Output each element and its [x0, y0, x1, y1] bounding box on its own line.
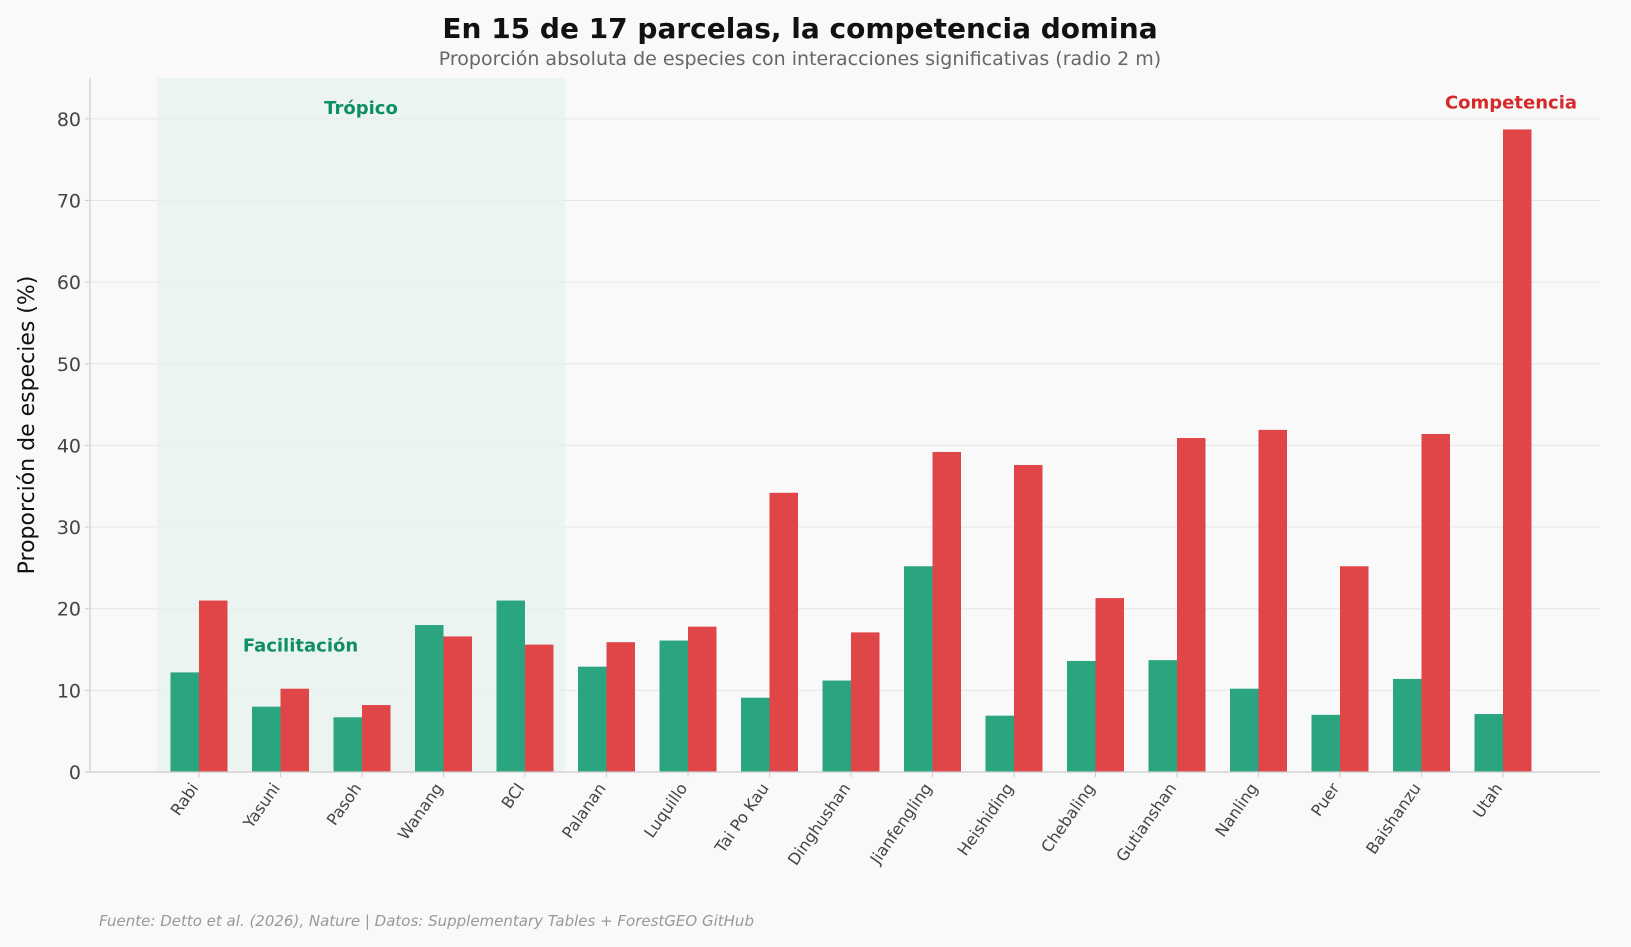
bar-competencia-puer [1340, 566, 1369, 772]
bar-competencia-yasuni [280, 688, 309, 772]
x-tick-label: Gutianshan [1112, 779, 1180, 865]
x-axis-ticks: Rabi Yasuni Pasoh Wanang BCI Palanan Luquillo T… [167, 772, 1506, 869]
bar-facilitacion-rabi [170, 672, 199, 772]
bar-facilitacion-baishanzu [1393, 678, 1422, 772]
bar-competencia-luquillo [688, 626, 717, 772]
source-footer: Fuente: Detto et al. (2026), Nature | Da… [99, 912, 754, 930]
bar-competencia-pasoh [362, 705, 391, 772]
x-tick-label: Chebaling [1037, 779, 1099, 856]
bar-competencia-tai-po-kau [769, 492, 798, 772]
bar-facilitacion-palanan [578, 666, 607, 772]
x-tick-label: Baishanzu [1362, 779, 1425, 857]
bar-facilitacion-luquillo [659, 640, 688, 772]
bar-facilitacion-tai-po-kau [741, 697, 770, 772]
bar-facilitacion-utah [1474, 714, 1503, 772]
bar-facilitacion-bci [496, 600, 525, 772]
region-label-tropico: Trópico [324, 98, 398, 119]
x-tick-label: Tai Po Kau [710, 779, 772, 857]
bar-facilitacion-chebaling [1067, 660, 1096, 772]
bar-competencia-utah [1503, 129, 1532, 773]
y-tick-label: 80 [57, 109, 81, 131]
x-tick-label: BCI [497, 779, 528, 812]
x-tick-label: Heishiding [953, 779, 1017, 859]
annotation-facilitación: Facilitación [243, 636, 358, 657]
bar-facilitacion-dinghushan [822, 680, 851, 772]
bar-facilitacion-nanling [1230, 688, 1259, 772]
annotation-competencia: Competencia [1445, 93, 1577, 114]
y-tick-label: 20 [57, 599, 81, 621]
bar-facilitacion-yasuni [252, 706, 281, 772]
chart-subtitle: Proporción absoluta de especies con inte… [439, 48, 1161, 70]
y-axis-ticks: 0 10 20 30 40 50 60 70 80 [57, 109, 90, 784]
bar-facilitacion-pasoh [333, 717, 362, 772]
bar-competencia-rabi [199, 600, 228, 772]
x-tick-label: Nanling [1211, 779, 1262, 840]
bar-competencia-palanan [606, 642, 635, 772]
bar-facilitacion-jianfengling [904, 566, 933, 772]
bar-facilitacion-heishiding [985, 715, 1014, 772]
x-tick-label: Wanang [394, 779, 447, 843]
bar-competencia-chebaling [1095, 598, 1124, 772]
x-tick-label: Luquillo [640, 779, 691, 841]
x-tick-label: Dinghushan [784, 779, 854, 868]
x-tick-label: Utah [1469, 779, 1506, 821]
x-tick-label: Jianfengling [866, 779, 936, 868]
bar-competencia-dinghushan [851, 632, 880, 772]
bar-competencia-bci [525, 644, 554, 772]
bar-competencia-jianfengling [932, 451, 961, 772]
chart-title: En 15 de 17 parcelas, la competencia dom… [442, 12, 1157, 45]
bar-competencia-heishiding [1014, 465, 1043, 772]
y-tick-label: 70 [57, 190, 81, 212]
x-tick-label: Yasuni [239, 779, 284, 832]
axes [89, 78, 1600, 773]
x-tick-label: Puer [1307, 779, 1343, 820]
bar-facilitacion-puer [1311, 714, 1340, 772]
bar-facilitacion-gutianshan [1148, 660, 1177, 772]
annotations: Facilitación Competencia [243, 93, 1577, 657]
bar-competencia-wanang [443, 636, 472, 772]
bar-competencia-gutianshan [1177, 438, 1206, 772]
y-axis-label: Proporción de especies (%) [15, 276, 40, 575]
x-tick-label: Palanan [558, 779, 610, 842]
bar-competencia-baishanzu [1421, 433, 1450, 772]
y-tick-label: 0 [69, 762, 81, 784]
bar-facilitacion-wanang [415, 625, 444, 772]
bar-competencia-nanling [1258, 429, 1287, 772]
y-tick-label: 10 [57, 680, 81, 702]
bars [170, 129, 1532, 773]
y-tick-label: 30 [57, 517, 81, 539]
x-tick-label: Pasoh [323, 779, 366, 828]
y-tick-label: 60 [57, 272, 81, 294]
x-tick-label: Rabi [167, 779, 203, 819]
y-tick-label: 40 [57, 435, 81, 457]
y-tick-label: 50 [57, 354, 81, 376]
